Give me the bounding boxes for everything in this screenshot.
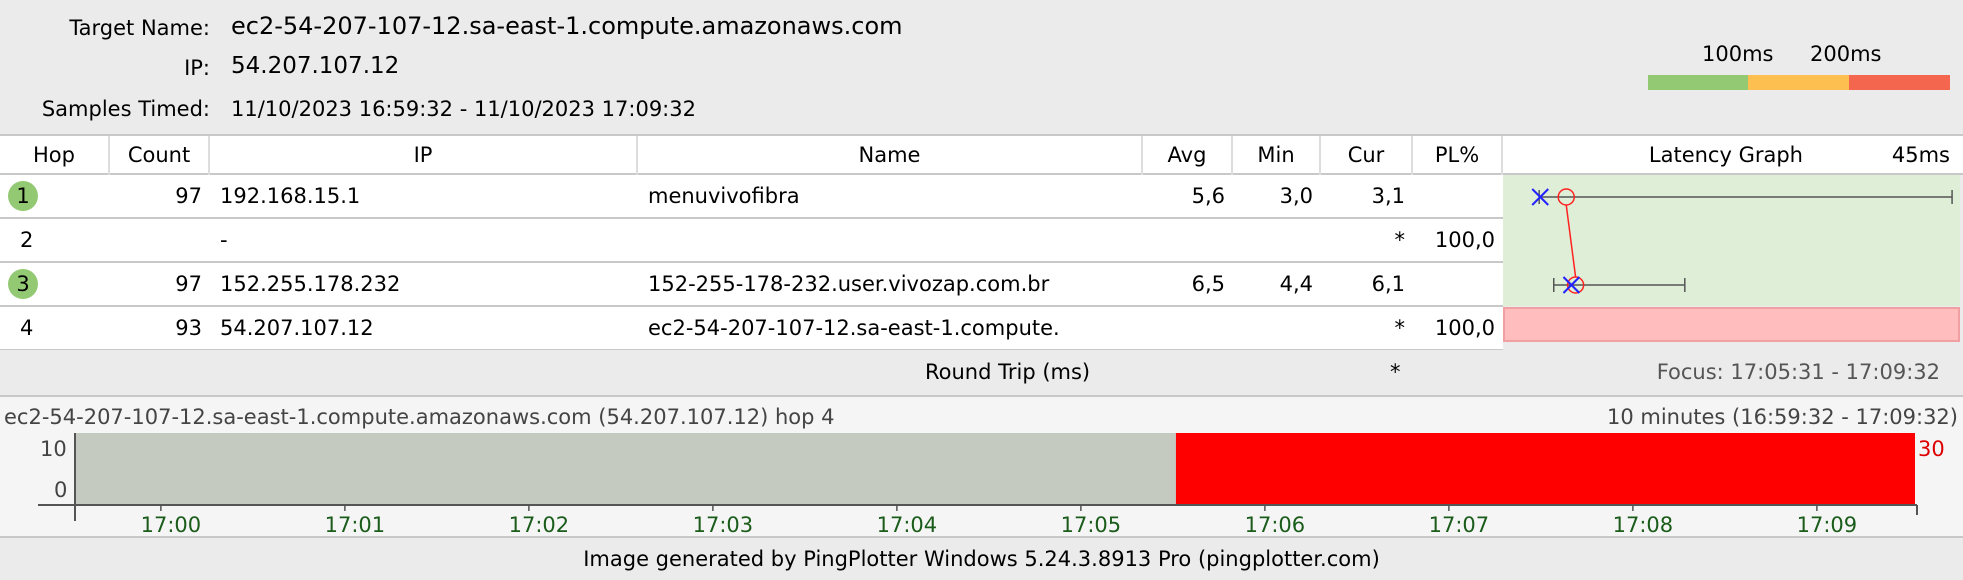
col-name[interactable]: Name xyxy=(638,136,1143,175)
cur-marker-icon xyxy=(1531,188,1549,206)
x-tick-label: 17:04 xyxy=(877,513,938,537)
hop-number: 4 xyxy=(20,316,34,340)
cell-ip: 152.255.178.232 xyxy=(220,272,401,296)
legend-red xyxy=(1849,75,1950,90)
history-loss-area xyxy=(1175,433,1915,505)
samples-label: Samples Timed: xyxy=(41,97,210,121)
round-trip-label: Round Trip (ms) xyxy=(925,360,1091,384)
round-trip-cur: * xyxy=(1390,360,1401,384)
legend-100ms: 100ms xyxy=(1702,42,1774,66)
hop-number: 2 xyxy=(20,228,34,252)
latency-graph[interactable] xyxy=(1503,175,1963,350)
cell-count: 97 xyxy=(175,184,202,208)
x-tick-label: 17:09 xyxy=(1797,513,1858,537)
y-tick-0: 0 xyxy=(54,478,68,502)
cell-cur: * xyxy=(1394,316,1406,340)
x-tick-label: 17:08 xyxy=(1613,513,1674,537)
ip-label: IP: xyxy=(184,56,210,80)
avg-connector xyxy=(1565,204,1577,278)
history-chart[interactable]: 17:00 17:01 17:02 17:03 17:04 17:05 17:06 17:07… xyxy=(0,397,1963,540)
cell-name xyxy=(648,219,1143,261)
cell-count: 93 xyxy=(175,316,202,340)
table-header: Hop Count IP Name Avg Min Cur PL% Latenc… xyxy=(0,134,1963,175)
graph-scale[interactable]: 45ms xyxy=(1891,143,1950,167)
table-row[interactable]: 2 - * 100,0 xyxy=(0,219,1503,263)
col-latency-graph[interactable]: Latency Graph xyxy=(1648,143,1803,167)
cell-min xyxy=(1233,307,1313,349)
target-name-label: Target Name: xyxy=(69,16,210,40)
cell-avg: 6,5 xyxy=(1191,272,1225,296)
cell-avg: 5,6 xyxy=(1191,184,1225,208)
cell-pl: 100,0 xyxy=(1434,316,1495,340)
cell-name: 152-255-178-232.user.vivozap.com.br xyxy=(648,272,1050,296)
footer: Image generated by PingPlotter Windows 5… xyxy=(583,547,1380,571)
avg-marker xyxy=(1557,188,1575,206)
cell-name: menuvivofibra xyxy=(648,184,800,208)
col-avg[interactable]: Avg xyxy=(1143,136,1233,175)
x-tick-label: 17:03 xyxy=(693,513,754,537)
x-tick-label: 17:00 xyxy=(141,513,202,537)
hop-number: 3 xyxy=(8,269,38,299)
legend-green xyxy=(1648,75,1748,90)
round-trip-row: Round Trip (ms) * Focus: 17:05:31 - 17:0… xyxy=(0,350,1963,395)
legend-orange xyxy=(1748,75,1849,90)
y-max-label: 30 xyxy=(1918,437,1945,461)
table-row[interactable]: 3 97 152.255.178.232 152-255-178-232.user.v… xyxy=(0,263,1503,307)
cell-cur: * xyxy=(1394,228,1406,252)
history-panel: ec2-54-207-107-12.sa-east-1.compute.amaz… xyxy=(0,395,1963,538)
table-row[interactable]: 4 93 54.207.107.12 ec2-54-207-107-12.sa-eas… xyxy=(0,307,1503,351)
col-min[interactable]: Min xyxy=(1233,136,1321,175)
cell-ip: 192.168.15.1 xyxy=(220,184,361,208)
col-hop[interactable]: Hop xyxy=(0,136,110,175)
y-tick-10: 10 xyxy=(40,437,67,461)
history-range: 10 minutes (16:59:32 - 17:09:32) xyxy=(1606,405,1958,429)
ip-value: 54.207.107.12 xyxy=(231,53,400,79)
table-row[interactable]: 1 97 192.168.15.1 menuvivofibra 5,6 3,0 3,1 xyxy=(0,175,1503,219)
cell-pl xyxy=(1413,263,1495,305)
cell-count: 97 xyxy=(175,272,202,296)
history-title: ec2-54-207-107-12.sa-east-1.compute.amaz… xyxy=(4,405,835,429)
cell-min xyxy=(1233,219,1313,261)
cell-ip: 54.207.107.12 xyxy=(220,316,374,340)
cell-cur: 6,1 xyxy=(1371,272,1405,296)
x-tick-label: 17:07 xyxy=(1429,513,1490,537)
x-tick-label: 17:02 xyxy=(509,513,570,537)
cell-min: 4,4 xyxy=(1279,272,1313,296)
x-tick-label: 17:06 xyxy=(1245,513,1306,537)
cell-name: ec2-54-207-107-12.sa-east-1.compute. xyxy=(648,316,1060,340)
cell-avg xyxy=(1143,219,1225,261)
col-count[interactable]: Count xyxy=(110,136,210,175)
cell-pl xyxy=(1413,175,1495,217)
col-ip[interactable]: IP xyxy=(210,136,638,175)
cell-pl: 100,0 xyxy=(1434,228,1495,252)
col-cur[interactable]: Cur xyxy=(1321,136,1413,175)
hop-number: 1 xyxy=(8,181,38,211)
cur-marker-icon xyxy=(1562,276,1581,294)
cell-ip: - xyxy=(220,228,228,252)
graph-loss-bar xyxy=(1503,307,1960,342)
samples-value: 11/10/2023 16:59:32 - 11/10/2023 17:09:3… xyxy=(231,97,696,121)
target-name-value: ec2-54-207-107-12.sa-east-1.compute.amaz… xyxy=(231,12,903,40)
col-pl[interactable]: PL% xyxy=(1413,136,1503,175)
x-tick-label: 17:05 xyxy=(1061,513,1122,537)
cell-avg xyxy=(1143,307,1225,349)
x-tick-label: 17:01 xyxy=(325,513,386,537)
cell-count xyxy=(110,219,202,261)
history-ok-area xyxy=(75,433,1176,505)
cell-cur: 3,1 xyxy=(1371,184,1405,208)
cell-min: 3,0 xyxy=(1279,184,1313,208)
legend-200ms: 200ms xyxy=(1810,42,1882,66)
focus-range: Focus: 17:05:31 - 17:09:32 xyxy=(1656,360,1940,384)
